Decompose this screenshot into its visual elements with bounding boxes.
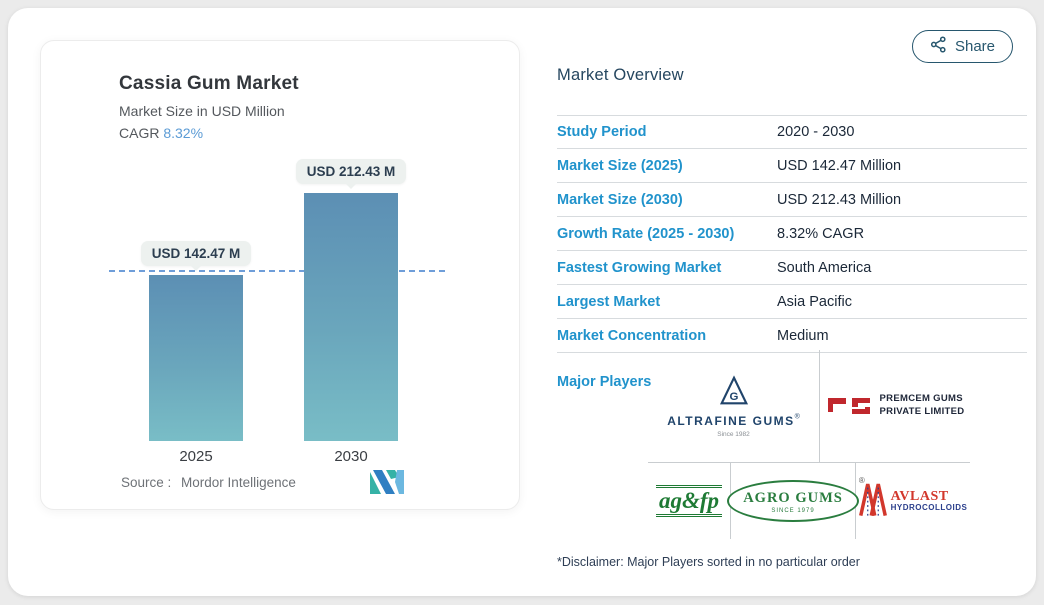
premcem-name-line2: PRIVATE LIMITED — [879, 406, 965, 417]
logo-avlast-hydrocolloids: AVLAST HYDROCOLLOIDS — [856, 463, 970, 539]
chart-subtitle: Market Size in USD Million — [119, 103, 285, 119]
row-label: Market Concentration — [557, 327, 707, 344]
table-row-study-period: Study Period 2020 - 2030 — [557, 115, 1027, 149]
table-row-fastest-growing-market: Fastest Growing Market South America — [557, 251, 1027, 285]
bar-column-2030[interactable] — [304, 193, 398, 441]
agro-gums-oval: AGRO GUMS SINCE 1979 ® — [727, 476, 865, 522]
bar-column-2025[interactable] — [149, 275, 243, 441]
bar-value-tooltip-2025: USD 142.47 M — [140, 241, 252, 266]
market-chart-card: Cassia Gum Market Market Size in USD Mil… — [40, 40, 520, 510]
row-value: USD 142.47 Million — [777, 157, 902, 174]
altrafine-monogram-icon: G — [719, 374, 749, 412]
row-value: Asia Pacific — [777, 293, 852, 310]
row-value: Medium — [777, 327, 829, 344]
avlast-name-line1: AVLAST — [890, 488, 949, 504]
major-players-logo-grid: G ALTRAFINE GUMS® Since 1982 PREMCEM GUM… — [648, 350, 970, 539]
altrafine-name: ALTRAFINE GUMS — [667, 413, 795, 428]
row-label: Fastest Growing Market — [557, 259, 722, 276]
table-row-largest-market: Largest Market Asia Pacific — [557, 285, 1027, 319]
registered-mark: ® — [794, 413, 800, 421]
report-card: Cassia Gum Market Market Size in USD Mil… — [8, 8, 1036, 596]
chart-title: Cassia Gum Market — [119, 73, 299, 94]
agfp-name: ag&fp — [655, 485, 723, 517]
cagr-value: 8.32% — [163, 125, 204, 141]
altrafine-monogram-letter: G — [729, 390, 738, 402]
source-attribution: Source : Mordor Intelligence — [121, 475, 296, 490]
avlast-name-line2: HYDROCOLLOIDS — [890, 503, 968, 513]
premcem-name-line1: PREMCEM GUMS — [879, 393, 963, 405]
row-label: Largest Market — [557, 293, 661, 310]
bar-value-label: USD 212.43 M — [306, 164, 396, 179]
premcem-pg-icon — [826, 392, 874, 421]
altrafine-tagline: Since 1982 — [717, 430, 750, 438]
major-players-label: Major Players — [557, 374, 652, 390]
table-row-market-size-2030: Market Size (2030) USD 212.43 Million — [557, 183, 1027, 217]
registered-mark: ® — [858, 476, 865, 485]
x-axis-label-2030: 2030 — [334, 448, 368, 465]
row-label: Study Period — [557, 124, 647, 140]
logo-altrafine-gums: G ALTRAFINE GUMS® Since 1982 — [648, 350, 820, 462]
bar-value-label: USD 142.47 M — [151, 246, 241, 261]
bar-group-2030[interactable]: USD 212.43 M — [295, 159, 407, 441]
reference-dashed-line — [109, 270, 445, 272]
row-label: Market Size (2025) — [557, 157, 683, 174]
row-label: Market Size (2030) — [557, 191, 683, 208]
bar-group-2025[interactable]: USD 142.47 M — [140, 241, 252, 441]
row-label: Growth Rate (2025 - 2030) — [557, 225, 735, 242]
agro-gums-name: AGRO GUMS — [743, 490, 843, 506]
chart-cagr: CAGR 8.32% — [119, 125, 203, 141]
disclaimer-text: *Disclaimer: Major Players sorted in no … — [557, 555, 860, 569]
logo-agfp: ag&fp — [648, 463, 730, 539]
overview-table: Study Period 2020 - 2030 Market Size (20… — [557, 115, 1027, 353]
row-value: 2020 - 2030 — [777, 124, 855, 140]
table-row-growth-rate: Growth Rate (2025 - 2030) 8.32% CAGR — [557, 217, 1027, 251]
avlast-aa-icon — [858, 480, 887, 523]
row-value: 8.32% CAGR — [777, 225, 865, 242]
share-button[interactable]: Share — [911, 30, 1013, 63]
logo-agro-gums: AGRO GUMS SINCE 1979 ® — [727, 463, 865, 539]
agro-gums-tagline: SINCE 1979 — [771, 508, 815, 514]
overview-title: Market Overview — [557, 66, 684, 84]
source-label: Source : — [121, 475, 172, 490]
row-value: South America — [777, 259, 872, 276]
source-name: Mordor Intelligence — [181, 475, 296, 490]
cagr-label: CAGR — [119, 125, 160, 141]
bar-value-tooltip-2030: USD 212.43 M — [295, 159, 407, 184]
bar-chart-plot: USD 142.47 M USD 212.43 M 2025 2030 — [41, 41, 519, 509]
share-nodes-icon — [930, 36, 947, 57]
table-row-market-size-2025: Market Size (2025) USD 142.47 Million — [557, 149, 1027, 183]
mordor-intelligence-logo-icon — [369, 469, 405, 500]
table-row-market-concentration: Market Concentration Medium — [557, 319, 1027, 353]
share-button-label: Share — [954, 38, 995, 55]
logo-premcem-gums: PREMCEM GUMS PRIVATE LIMITED — [820, 350, 970, 462]
x-axis-label-2025: 2025 — [179, 448, 213, 465]
row-value: USD 212.43 Million — [777, 191, 902, 208]
